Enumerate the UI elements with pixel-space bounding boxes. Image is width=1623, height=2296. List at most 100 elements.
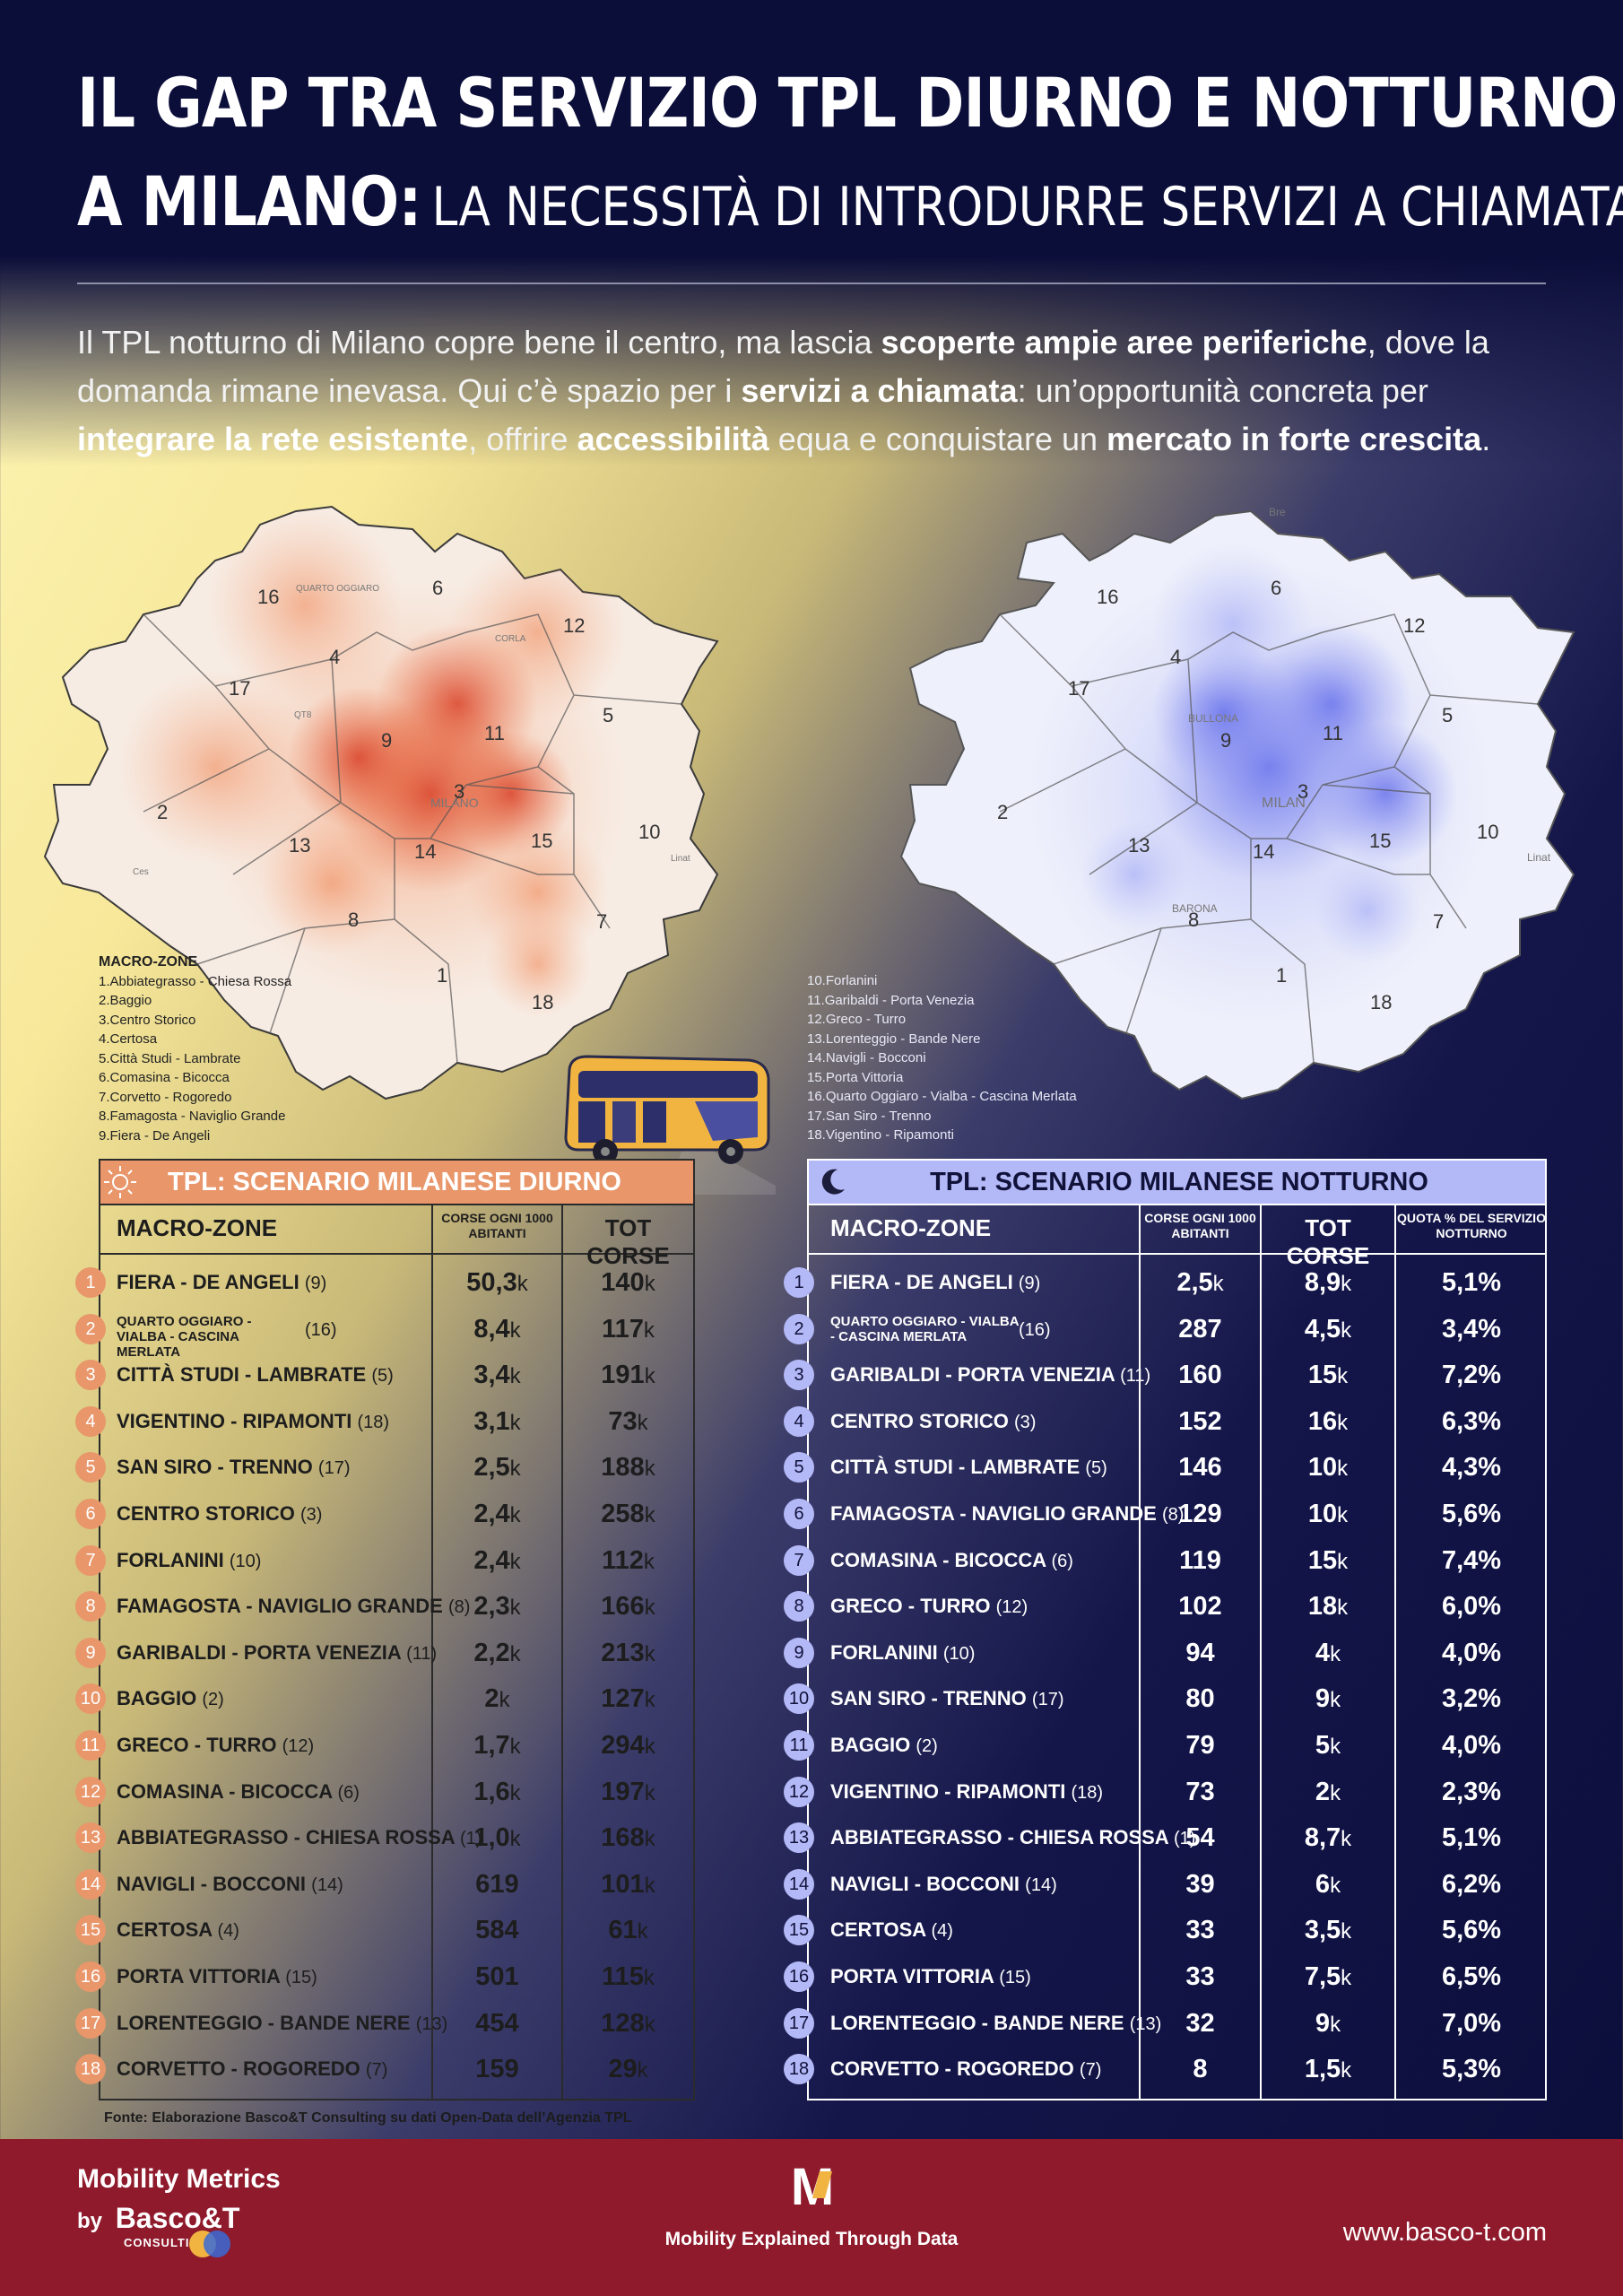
day-place-label: Ces <box>133 867 149 877</box>
day-place-label: CORLA <box>495 634 526 644</box>
night-col-rate: CORSE OGNI 1000 ABITANTI <box>1144 1211 1256 1240</box>
rate-cell: 119 <box>1179 1545 1221 1575</box>
rank-badge: 9 <box>784 1637 814 1668</box>
zone-code: (3) <box>299 1505 323 1525</box>
table-row: 10 SAN SIRO - TRENNO (17) 80 9k 3,2% <box>784 1675 1547 1722</box>
rank-badge: 16 <box>75 1961 106 1992</box>
share-cell: 4,0% <box>1441 1638 1502 1667</box>
share-cell: 4,0% <box>1441 1731 1502 1760</box>
table-row: 13 ABBIATEGRASSO - CHIESA ROSSA (1) 54 8,7k… <box>784 1814 1547 1861</box>
zone-name: CERTOSA <box>117 1918 213 1942</box>
day-zone-label: 10 <box>638 821 660 843</box>
zone-name: FORLANINI <box>830 1640 938 1664</box>
sun-icon <box>104 1166 136 1198</box>
rank-badge: 8 <box>75 1591 106 1622</box>
total-cell: 140k <box>601 1268 655 1297</box>
legend-item: 8.Famagosta - Naviglio Grande <box>99 1109 286 1124</box>
day-zone-label: 2 <box>157 801 168 823</box>
rank-badge: 3 <box>75 1360 106 1391</box>
zone-code: (9) <box>304 1274 327 1293</box>
total-cell: 8,9k <box>1304 1268 1352 1297</box>
legend-item: 3.Centro Storico <box>99 1012 196 1028</box>
day-zone-label: 14 <box>414 840 436 863</box>
rank-badge: 1 <box>784 1267 814 1298</box>
table-row: 3 GARIBALDI - PORTA VENEZIA (11) 160 15k 7,2… <box>784 1352 1547 1398</box>
total-cell: 6k <box>1315 1869 1341 1899</box>
zone-name: LORENTEGGIO - BANDE NERE <box>117 2011 411 2034</box>
bus-icon <box>564 1055 776 1195</box>
zone-name: FIERA - DE ANGELI <box>830 1271 1013 1293</box>
day-zone-label: 6 <box>432 577 443 599</box>
rate-cell: 1,6k <box>473 1777 521 1806</box>
share-cell: 5,1% <box>1441 1823 1502 1853</box>
table-row: 14 NAVIGLI - BOCCONI (14) 619 101k <box>75 1861 695 1908</box>
table-row: 4 CENTRO STORICO (3) 152 16k 6,3% <box>784 1398 1547 1445</box>
rank-badge: 12 <box>75 1776 106 1807</box>
legend-item: 15.Porta Vittoria <box>807 1069 904 1085</box>
zone-name: CERTOSA <box>830 1918 926 1942</box>
day-place-label: QUARTO OGGIARO <box>296 584 379 594</box>
zone-name: GARIBALDI - PORTA VENEZIA <box>830 1363 1115 1387</box>
rank-badge: 17 <box>784 2007 814 2039</box>
day-zone-label: 16 <box>257 586 279 608</box>
table-row: 15 CERTOSA (4) 33 3,5k 5,6% <box>784 1907 1547 1953</box>
rank-badge: 15 <box>784 1915 814 1946</box>
rate-cell: 2,5k <box>1176 1268 1224 1297</box>
legend-item: 13.Lorenteggio - Bande Nere <box>807 1031 981 1047</box>
share-cell: 6,0% <box>1441 1592 1502 1622</box>
rate-cell: 129 <box>1178 1500 1222 1528</box>
day-col-rate: CORSE OGNI 1000 ABITANTI <box>441 1211 553 1240</box>
night-zone-label: 4 <box>1170 646 1181 668</box>
zone-code: (3) <box>1013 1412 1037 1432</box>
zone-name: QUARTO OGGIARO - VIALBA - CASCINA MERLAT… <box>830 1313 1019 1344</box>
night-col-zone: MACRO-ZONE <box>830 1214 992 1241</box>
zone-code: (17) <box>317 1458 351 1479</box>
total-cell: 7,5k <box>1304 1962 1352 1991</box>
table-row: 17 LORENTEGGIO - BANDE NERE (13) 454 128k <box>75 2000 695 2047</box>
legend-item: 11.Garibaldi - Porta Venezia <box>807 992 975 1008</box>
zone-code: (10) <box>942 1643 976 1664</box>
zone-name: BAGGIO <box>830 1734 911 1756</box>
table-row: 8 GRECO - TURRO (12) 102 18k 6,0% <box>784 1583 1547 1630</box>
day-zone-label: 9 <box>381 729 392 752</box>
zone-code: (5) <box>1085 1458 1107 1479</box>
rank-badge: 18 <box>784 2054 814 2085</box>
footer: Mobility Metrics by Basco&T CONSULTING M… <box>0 2139 1623 2296</box>
zone-code: (16) <box>305 1319 337 1340</box>
zone-code: (5) <box>371 1366 394 1387</box>
zone-name: CORVETTO - ROGOREDO <box>117 2057 360 2081</box>
table-row: 16 PORTA VITTORIA (15) 33 7,5k 6,5% <box>784 1953 1547 2000</box>
total-cell: 18k <box>1307 1592 1349 1622</box>
zone-name: VIGENTINO - RIPAMONTI <box>830 1779 1066 1803</box>
zone-code: (2) <box>202 1690 224 1710</box>
zone-name: FIERA - DE ANGELI <box>117 1271 299 1293</box>
total-cell: 294k <box>601 1731 655 1760</box>
total-cell: 61k <box>608 1916 648 1945</box>
rate-cell: 152 <box>1178 1406 1222 1436</box>
legend-item: 6.Comasina - Bicocca <box>99 1070 230 1085</box>
rank-badge: 7 <box>784 1544 814 1576</box>
rank-badge: 13 <box>784 1822 814 1854</box>
night-place-label: Bre <box>1269 506 1286 518</box>
source-note: Fonte: Elaborazione Basco&T Consulting s… <box>104 2110 632 2126</box>
table-row: 3 CITTÀ STUDI - LAMBRATE (5) 3,4k 191k <box>75 1352 695 1398</box>
day-zone-label: 12 <box>563 614 585 637</box>
website-link[interactable]: www.basco-t.com <box>1342 2218 1547 2247</box>
rate-cell: 2,4k <box>473 1545 521 1575</box>
table-row: 13 ABBIATEGRASSO - CHIESA ROSSA (1) 1,0k 16… <box>75 1814 695 1861</box>
night-zone-label: 13 <box>1128 834 1150 857</box>
zone-code: (15) <box>999 1968 1031 1987</box>
table-row: 12 COMASINA - BICOCCA (6) 1,6k 197k <box>75 1769 695 1815</box>
rate-cell: 80 <box>1185 1684 1215 1714</box>
legend-item: 16.Quarto Oggiaro - Vialba - Cascina Mer… <box>807 1089 1077 1104</box>
zone-code: (15) <box>285 1968 317 1987</box>
rank-badge: 6 <box>784 1499 814 1529</box>
rate-cell: 32 <box>1185 2008 1215 2038</box>
night-zone-label: 14 <box>1253 840 1274 863</box>
title-divider <box>77 283 1546 284</box>
legend-item: 18.Vigentino - Ripamonti <box>807 1127 954 1143</box>
zone-code: (17) <box>1031 1690 1064 1710</box>
zone-name: CENTRO STORICO <box>117 1502 295 1525</box>
zone-code: (16) <box>1019 1319 1051 1340</box>
table-row: 12 VIGENTINO - RIPAMONTI (18) 73 2k 2,3% <box>784 1769 1547 1815</box>
